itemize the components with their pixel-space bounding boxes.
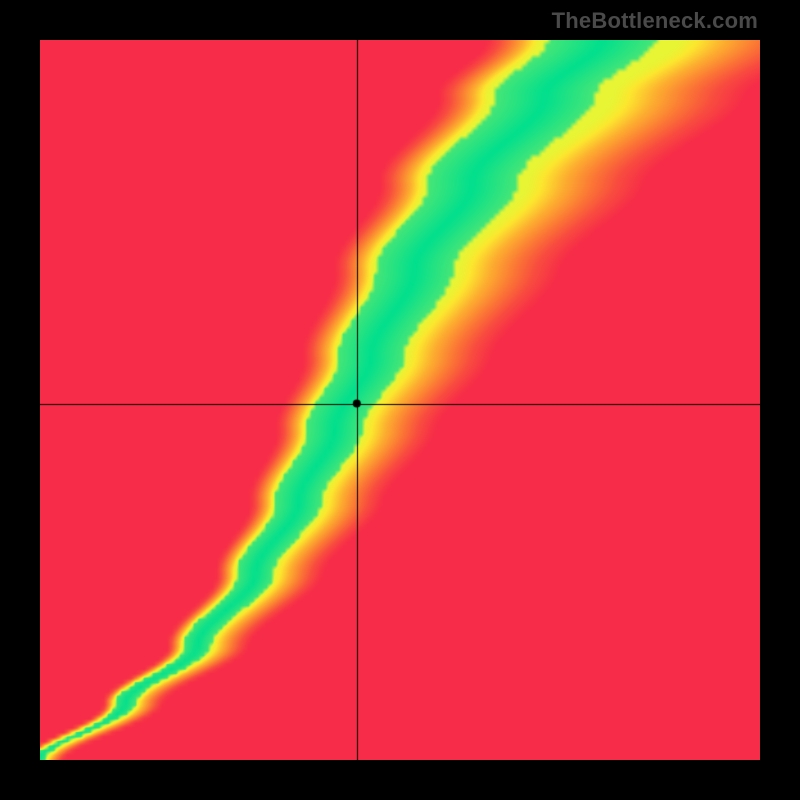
crosshair-overlay <box>40 40 760 760</box>
watermark-text: TheBottleneck.com <box>552 8 758 34</box>
plot-area <box>40 40 760 760</box>
